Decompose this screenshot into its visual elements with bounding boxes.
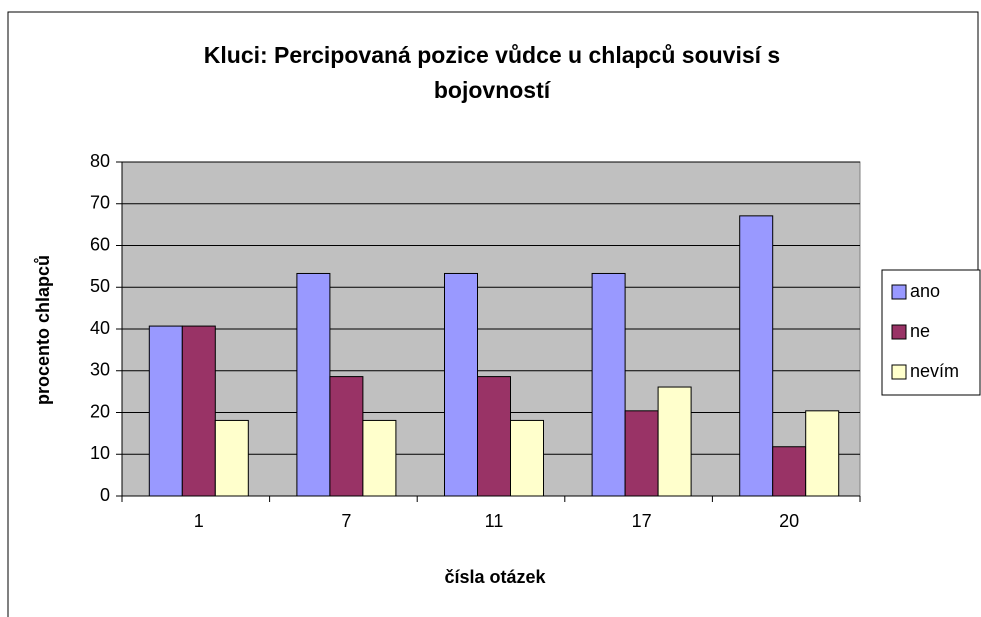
y-tick-label: 30 <box>90 360 110 380</box>
legend-swatch <box>891 324 907 340</box>
legend-label: nevím <box>910 361 959 381</box>
chart-title: bojovností <box>434 77 552 103</box>
bar <box>510 419 544 497</box>
legend-label: ano <box>910 281 940 301</box>
frame <box>7 11 979 617</box>
y-tick-label: 20 <box>90 401 110 421</box>
legend-label: ne <box>910 321 930 341</box>
bar <box>181 325 216 497</box>
y-tick-label: 10 <box>90 443 110 463</box>
y-tick-label: 70 <box>90 193 110 213</box>
bar <box>591 272 626 497</box>
bar <box>739 215 774 497</box>
y-tick-label: 80 <box>90 151 110 171</box>
y-tick-label: 0 <box>100 485 110 505</box>
chart-title: Kluci: Percipovaná pozice vůdce u chlapc… <box>204 42 780 68</box>
y-tick-label: 40 <box>90 318 110 338</box>
bar <box>329 376 364 497</box>
bar <box>657 386 692 497</box>
y-tick-label: 60 <box>90 234 110 254</box>
legend-swatch <box>891 364 907 380</box>
bar <box>362 419 397 497</box>
x-tick-label: 11 <box>485 511 504 531</box>
x-tick-label: 7 <box>341 511 351 531</box>
y-tick-label: 50 <box>90 276 110 296</box>
x-tick-label: 1 <box>194 511 204 531</box>
legend-swatch <box>891 284 907 300</box>
bar <box>296 272 331 497</box>
bar <box>444 272 478 497</box>
bar <box>805 410 840 497</box>
bar <box>477 376 511 497</box>
x-axis-title: čísla otázek <box>444 567 546 587</box>
bar <box>214 419 249 497</box>
bar <box>148 325 183 497</box>
bar <box>772 446 807 497</box>
bar <box>624 410 659 497</box>
x-tick-label: 20 <box>779 511 799 531</box>
y-axis-title: procento chlapců <box>33 255 53 405</box>
x-tick-label: 17 <box>632 511 652 531</box>
